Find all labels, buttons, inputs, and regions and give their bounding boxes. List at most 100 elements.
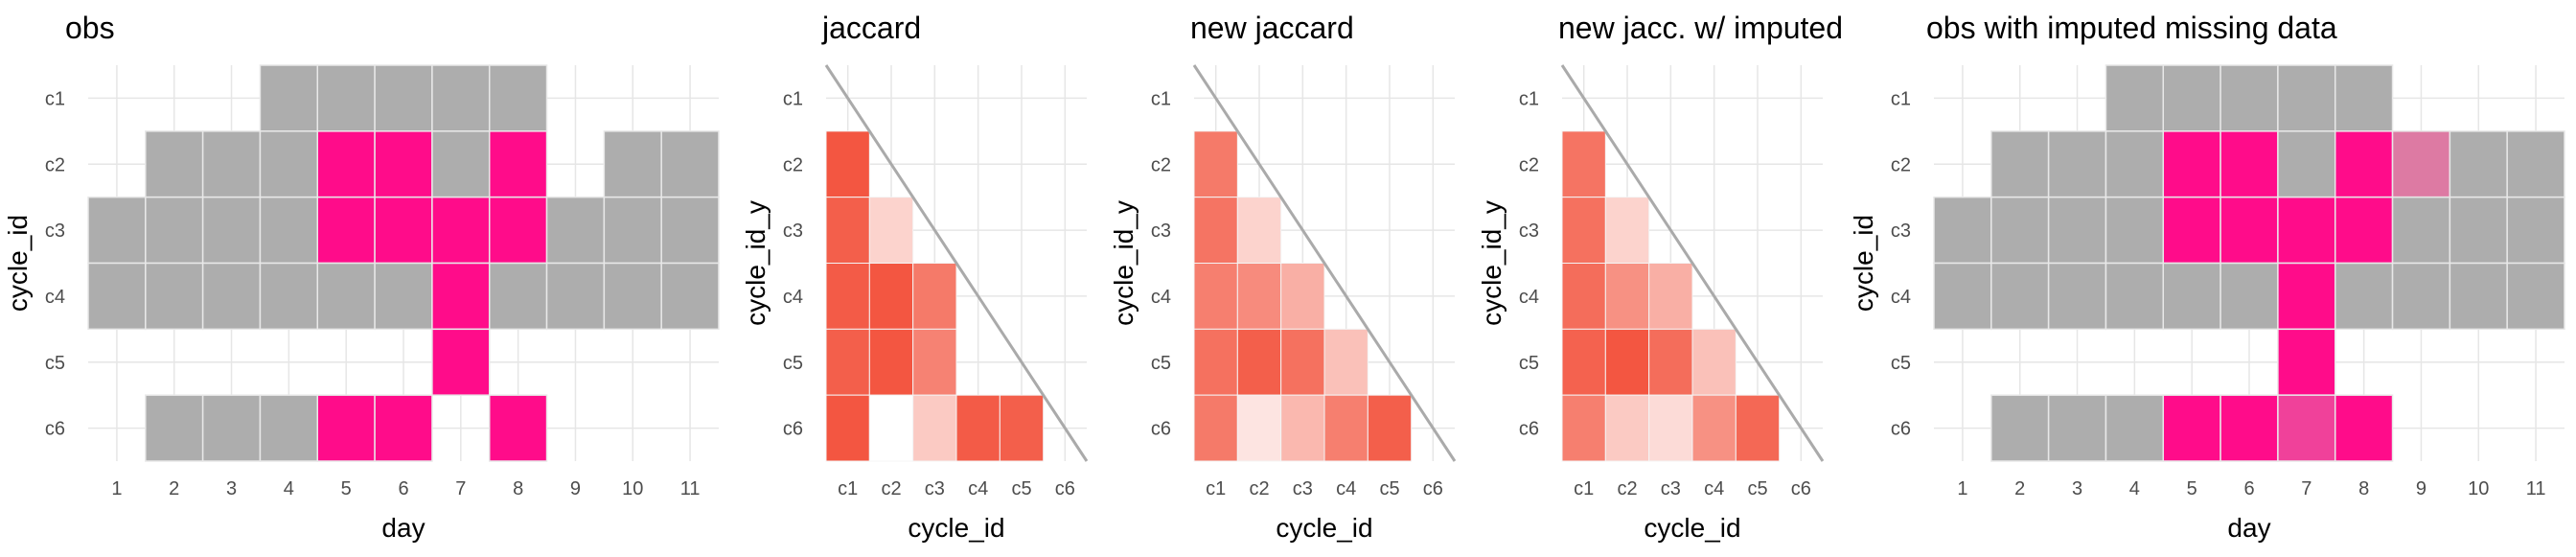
x-tick-label: c1 <box>1206 478 1226 499</box>
x-tick-label: c4 <box>968 478 988 499</box>
heatmap-cell <box>2449 262 2508 331</box>
heatmap-cell <box>201 196 262 265</box>
heatmap-cell <box>1691 328 1736 396</box>
heatmap-cell <box>259 130 319 198</box>
x-tick-label: c6 <box>1423 478 1443 499</box>
heatmap-cell <box>2162 262 2221 331</box>
diagonal-line <box>824 64 1089 462</box>
y-tick-label: c5 <box>1151 353 1171 374</box>
heatmap-cell <box>2449 196 2508 265</box>
heatmap-cell <box>2104 130 2165 198</box>
heatmap-cell <box>201 262 262 331</box>
heatmap-cell <box>2391 262 2451 331</box>
y-tick-label: c6 <box>1151 419 1171 440</box>
y-axis-title: cycle_id <box>3 215 33 312</box>
heatmap-cell <box>1990 130 2050 198</box>
heatmap-cell <box>1990 196 2050 265</box>
heatmap-cell <box>2449 130 2508 198</box>
heatmap-cell <box>488 394 548 462</box>
heatmap-cell <box>2104 394 2165 462</box>
heatmap-cell <box>1193 130 1238 198</box>
heatmap-cell <box>316 196 376 265</box>
x-tick-label: c2 <box>1249 478 1269 499</box>
x-tick-label: 6 <box>398 478 408 499</box>
heatmap-cell <box>87 196 147 265</box>
heatmap-cell <box>259 196 319 265</box>
heatmap-cell <box>825 197 870 265</box>
panel-title: new jacc. w/ imputed <box>1558 11 1843 45</box>
heatmap-cell <box>1193 328 1238 396</box>
x-tick-label: 6 <box>2243 478 2254 499</box>
heatmap-cell <box>431 130 491 198</box>
y-tick-label: c5 <box>45 353 65 374</box>
y-tick-label: c1 <box>45 88 65 109</box>
heatmap-cell <box>1236 394 1282 462</box>
heatmap-cell <box>1604 394 1650 462</box>
heatmap-cell <box>1280 394 1325 462</box>
y-tick-label: c2 <box>1891 154 1911 175</box>
heatmap-cell <box>1648 328 1693 396</box>
panel-title: jaccard <box>821 11 921 45</box>
heatmap-cell <box>374 64 433 132</box>
y-tick-label: c1 <box>1151 88 1171 109</box>
diagonal-line <box>1192 64 1457 462</box>
x-tick-label: c1 <box>838 478 858 499</box>
y-tick-label: c5 <box>1891 353 1911 374</box>
panel-4: new jacc. w/ imputed c1 c2 c3 c4 c5 c6 c1 c2 c3 c4… <box>1477 11 1843 543</box>
heatmap-cell <box>1648 263 1693 330</box>
x-tick-label: 5 <box>2187 478 2197 499</box>
heatmap-cell <box>374 196 433 265</box>
x-tick-label: c5 <box>1379 478 1399 499</box>
heatmap-cell <box>2047 196 2107 265</box>
heatmap-cell <box>87 262 147 331</box>
y-tick-label: c2 <box>45 154 65 175</box>
heatmap-cell <box>660 196 720 265</box>
heatmap-cell <box>603 262 662 331</box>
heatmap-cell <box>145 262 204 331</box>
y-tick-label: c3 <box>45 220 65 242</box>
panel-3: new jaccard c1 c2 c3 c4 c5 c6 c1 c2 c3 c4 c5 c6 cycle… <box>1109 11 1457 543</box>
heatmap-cell <box>488 196 548 265</box>
x-tick-label: c2 <box>1617 478 1637 499</box>
heatmap-cell <box>1236 263 1282 330</box>
heatmap-cell <box>2220 262 2279 331</box>
y-tick-label: c3 <box>1151 220 1171 242</box>
x-tick-label: 1 <box>111 478 122 499</box>
y-tick-label: c1 <box>1519 88 1539 109</box>
heatmap-cell <box>431 196 491 265</box>
y-tick-label: c1 <box>783 88 803 109</box>
x-axis-title: cycle_id <box>1644 513 1740 543</box>
heatmap-cell <box>2334 64 2394 132</box>
heatmap-cell <box>2334 196 2394 265</box>
heatmap-cell <box>316 262 376 331</box>
heatmap-cell <box>2506 130 2565 198</box>
heatmap-cell <box>201 394 262 462</box>
heatmap-cell <box>1990 394 2050 462</box>
heatmap-cell <box>2334 262 2394 331</box>
panel-title: obs <box>65 11 115 45</box>
x-tick-label: 7 <box>2301 478 2312 499</box>
heatmap-cell <box>2277 196 2336 265</box>
heatmap-cell <box>2391 196 2451 265</box>
x-tick-label: 10 <box>622 478 643 499</box>
x-axis-title: day <box>2227 513 2270 543</box>
heatmap-cell <box>1604 263 1650 330</box>
y-tick-label: c2 <box>1151 154 1171 175</box>
x-tick-label: 2 <box>169 478 179 499</box>
heatmap-cell <box>431 64 491 132</box>
heatmap-cell <box>1561 328 1606 396</box>
heatmap-cell <box>868 394 914 462</box>
heatmap-cell <box>1323 394 1368 462</box>
heatmap-cell <box>2104 196 2165 265</box>
heatmap-cell <box>145 196 204 265</box>
heatmap-cell <box>825 328 870 396</box>
heatmap-cell <box>2277 64 2336 132</box>
heatmap-cell <box>374 130 433 198</box>
y-tick-label: c1 <box>1891 88 1911 109</box>
heatmap-cell <box>545 196 606 265</box>
x-tick-label: c5 <box>1011 478 1031 499</box>
heatmap-cell <box>2220 196 2279 265</box>
x-tick-label: 8 <box>2358 478 2369 499</box>
y-tick-label: c3 <box>1519 220 1539 242</box>
x-tick-label: 5 <box>341 478 352 499</box>
